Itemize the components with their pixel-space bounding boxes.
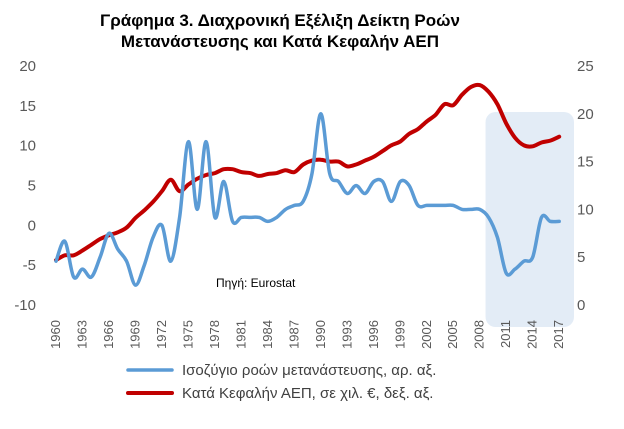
x-tick-label: 1984 xyxy=(260,320,275,349)
series-line-gdp-per-capita xyxy=(54,82,562,263)
x-tick-label: 1963 xyxy=(74,320,89,349)
x-tick-label: 1981 xyxy=(233,320,248,349)
y-right-tick-label: 15 xyxy=(577,154,594,171)
y-right-tick-label: 10 xyxy=(577,201,594,218)
chart-title-line-1: Γράφημα 3. Διαχρονική Εξέλιξη Δείκτη Ροώ… xyxy=(100,11,460,30)
y-left-tick-label: 5 xyxy=(28,178,36,195)
y-left-tick-label: 15 xyxy=(19,98,36,115)
x-tick-label: 1990 xyxy=(313,320,328,349)
y-left-tick-label: 20 xyxy=(19,58,36,75)
x-tick-label: 1987 xyxy=(286,320,301,349)
x-tick-label: 1969 xyxy=(127,320,142,349)
x-tick-label: 1996 xyxy=(366,320,381,349)
chart-title: Γράφημα 3. Διαχρονική Εξέλιξη Δείκτη Ροώ… xyxy=(0,10,560,52)
x-tick-label: 1972 xyxy=(154,320,169,349)
y-right-tick-label: 20 xyxy=(577,106,594,123)
legend-label-gdp: Κατά Κεφαλήν ΑΕΠ, σε χιλ. €, δεξ. αξ. xyxy=(182,385,433,402)
y-right-tick-label: 0 xyxy=(577,297,585,314)
x-tick-label: 2017 xyxy=(551,320,566,349)
x-tick-label: 1993 xyxy=(339,320,354,349)
x-tick-label: 1999 xyxy=(392,320,407,349)
x-tick-label: 2008 xyxy=(472,320,487,349)
chart-title-line-2: Μετανάστευσης και Κατά Κεφαλήν ΑΕΠ xyxy=(120,32,440,51)
legend-label-migration: Ισοζύγιο ροών μετανάστευσης, αρ. αξ. xyxy=(182,362,436,379)
y-right-tick-label: 25 xyxy=(577,58,594,75)
x-tick-label: 2002 xyxy=(419,320,434,349)
y-left-tick-label: -5 xyxy=(23,257,36,274)
x-tick-label: 2014 xyxy=(525,320,540,349)
y-right-tick-label: 5 xyxy=(577,249,585,266)
highlight-band xyxy=(485,112,574,327)
x-tick-label: 2011 xyxy=(498,320,513,348)
y-left-tick-label: 10 xyxy=(19,138,36,155)
x-tick-label: 1960 xyxy=(48,320,63,349)
x-tick-label: 1966 xyxy=(101,320,116,349)
y-left-tick-label: 0 xyxy=(28,217,36,234)
x-tick-label: 2005 xyxy=(445,320,460,349)
source-note: Πηγή: Eurostat xyxy=(216,276,296,290)
y-left-tick-label: -10 xyxy=(14,297,36,314)
x-tick-label: 1975 xyxy=(180,320,195,349)
series-line-migration-balance xyxy=(54,112,561,287)
x-tick-label: 1978 xyxy=(207,320,222,349)
